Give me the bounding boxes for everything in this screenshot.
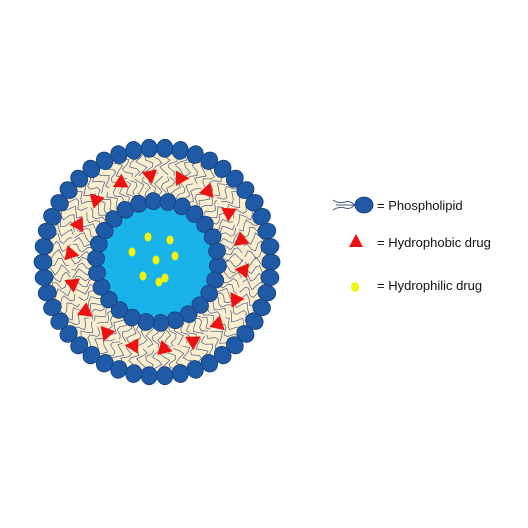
hydrophilic-drug bbox=[128, 247, 136, 257]
yellow-dot-icon bbox=[351, 282, 359, 292]
hydrophilic-drug bbox=[152, 255, 160, 265]
lipid-tail bbox=[135, 152, 148, 177]
hydrophilic-drug bbox=[139, 271, 147, 281]
lipid-tail bbox=[217, 232, 239, 247]
hydrophobic-drug bbox=[89, 193, 105, 209]
hydrophobic-drug bbox=[124, 338, 139, 354]
hydrophobic-drug bbox=[230, 292, 245, 308]
outer-head-layer bbox=[33, 138, 281, 386]
lipid-tail bbox=[87, 175, 101, 198]
lipid-tail bbox=[216, 186, 238, 200]
lipid-tail bbox=[90, 207, 106, 227]
legend-hydrophobic-drug: = Hydrophobic drug bbox=[377, 235, 491, 250]
lipid-tail bbox=[119, 182, 130, 207]
hydrophobic-drug bbox=[234, 263, 250, 279]
lipid-tail bbox=[63, 203, 82, 219]
hydrophilic-drug bbox=[161, 273, 169, 283]
lipid-tail bbox=[120, 157, 133, 178]
hydrophilic-drug bbox=[155, 277, 163, 287]
lipid-tail bbox=[230, 310, 244, 332]
lipid-tail bbox=[144, 151, 154, 175]
lipid-tail bbox=[87, 326, 101, 349]
lipid-tail bbox=[193, 163, 207, 184]
lipid-tail bbox=[95, 338, 115, 354]
hydrophobic-drug bbox=[198, 182, 214, 198]
hydrophobic-drug bbox=[234, 231, 250, 246]
hydrophobic-drug bbox=[175, 170, 190, 186]
hydrophobic-drug bbox=[185, 336, 201, 351]
hydrophobic-drug bbox=[141, 169, 157, 185]
red-triangle-icon bbox=[349, 234, 363, 247]
hydrophilic-drugs bbox=[128, 232, 179, 287]
hydrophobic-drug bbox=[64, 245, 80, 261]
lipid-tail bbox=[202, 165, 215, 190]
hydrophobic-drugs bbox=[64, 169, 250, 355]
legend-hydrophilic-drug: = Hydrophilic drug bbox=[377, 278, 482, 293]
lipid-tail bbox=[210, 330, 233, 344]
hydrophobic-drug bbox=[209, 315, 225, 331]
lipid-tail bbox=[151, 349, 163, 373]
lipid-tail bbox=[238, 217, 259, 232]
phospholipid-head bbox=[33, 253, 53, 271]
lipid-tail bbox=[145, 324, 155, 348]
lipid-tail bbox=[167, 349, 179, 371]
lipid-tail bbox=[203, 199, 217, 221]
phospholipid-head bbox=[261, 253, 281, 271]
hydrophilic-drug bbox=[171, 251, 179, 261]
phospholipid-head bbox=[260, 238, 280, 255]
hydrophobic-drug bbox=[221, 207, 237, 222]
hydrophilic-drug bbox=[166, 235, 174, 245]
lipid-tail bbox=[131, 323, 144, 345]
lipid-tail bbox=[219, 253, 244, 262]
phospholipid-head bbox=[208, 242, 226, 260]
lipid-tail bbox=[53, 284, 73, 302]
hydrophobic-drug bbox=[69, 216, 84, 233]
hydrophobic-drug bbox=[77, 302, 93, 317]
phospholipid-icon bbox=[332, 196, 374, 214]
lipid-tail bbox=[176, 179, 186, 204]
lipid-tail bbox=[52, 223, 74, 237]
lipid-tail bbox=[106, 191, 122, 211]
lipid-tail bbox=[141, 176, 151, 200]
legend-phospholipid: = Phospholipid bbox=[377, 198, 463, 213]
lipid-tail bbox=[174, 155, 188, 177]
inner-head-layer bbox=[87, 192, 227, 332]
lipid-tail bbox=[65, 198, 88, 211]
legend: = Phospholipid = Hydrophobic drug = Hydr… bbox=[332, 196, 491, 293]
lipid-tail bbox=[217, 323, 238, 338]
lipid-tail bbox=[46, 264, 70, 276]
hydrophobic-drug bbox=[100, 325, 116, 342]
hydrophobic-drug bbox=[157, 340, 173, 355]
lipid-tail bbox=[242, 278, 265, 291]
lipid-tail bbox=[168, 322, 177, 347]
liposome bbox=[33, 138, 281, 386]
lipid-tail bbox=[236, 207, 253, 227]
hydrophilic-drug bbox=[144, 232, 152, 242]
hydrophobic-drug bbox=[64, 278, 80, 293]
hydrophobic-drug bbox=[113, 173, 129, 188]
